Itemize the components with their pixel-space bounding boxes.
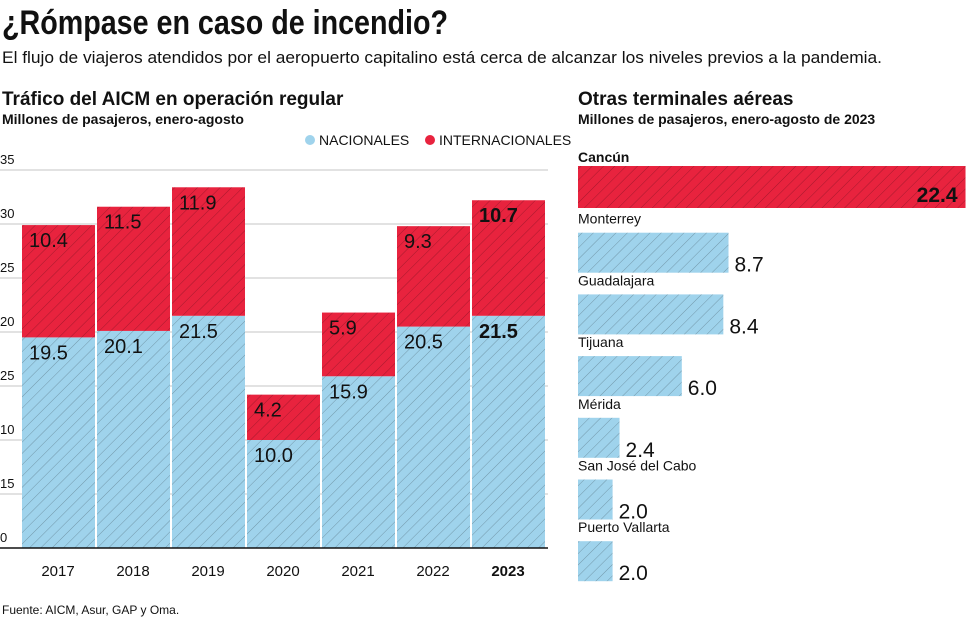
chart-title: Tráfico del AICM en operación regular [2,89,344,110]
y-tick-label: 25 [0,260,14,275]
legend-label: INTERNACIONALES [439,132,571,148]
y-tick-label: 30 [0,206,14,221]
bar-segment [472,200,545,316]
value-label: 5.9 [329,318,357,340]
x-tick-label: 2022 [416,563,449,580]
value-label: 10.7 [479,205,518,227]
bar [578,417,620,458]
chart-subtitle: Millones de pasajeros, enero-agosto [2,111,244,127]
legend-label: NACIONALES [319,132,409,148]
category-label: Mérida [578,396,621,412]
x-tick-label: 2018 [116,563,149,580]
chart-title: Otras terminales aéreas [578,89,793,110]
bar [578,479,613,520]
bar-segment [322,376,395,548]
bar-segment [247,394,320,440]
category-label: Monterrey [578,211,641,227]
bar-segment [22,337,95,548]
bar-segment [172,315,245,548]
title: ¿Rómpase en caso de incendio? [2,4,448,42]
x-tick-label: 2020 [266,563,299,580]
value-label: 10.4 [29,230,68,252]
legend-swatch [425,135,435,145]
y-tick-label: 10 [0,422,14,437]
value-label: 2.0 [619,501,648,524]
category-label: Tijuana [578,334,624,350]
x-tick-label: 2017 [41,563,74,580]
value-label: 19.5 [29,342,68,364]
category-label: San José del Cabo [578,458,697,474]
value-label: 2.0 [619,562,648,585]
bar-segment [22,225,95,338]
bar-segment [397,226,470,327]
x-tick-label: 2021 [341,563,374,580]
value-label: 4.2 [254,400,282,422]
value-label: 8.7 [735,254,764,277]
x-tick-label: 2019 [191,563,224,580]
y-tick-label: 25 [0,368,14,383]
value-label: 15.9 [329,381,368,403]
bar [578,294,724,335]
category-label: Guadalajara [578,272,654,288]
value-label: 6.0 [688,377,717,400]
value-label: 11.5 [104,212,141,234]
bar [578,356,682,397]
source: Fuente: AICM, Asur, GAP y Oma. [2,603,179,617]
value-label: 8.4 [729,315,759,338]
bar-segment [472,315,545,548]
chart-subtitle: Millones de pasajeros, enero-agosto de 2… [578,111,875,127]
value-label: 20.1 [104,336,143,358]
bar-segment [172,187,245,316]
value-label: 21.5 [179,321,218,343]
bar [578,541,613,582]
bar-segment [397,326,470,548]
y-tick-label: 0 [0,530,7,545]
category-label: Cancún [578,149,629,165]
y-tick-label: 15 [0,476,14,491]
value-label: 22.4 [917,184,958,207]
value-label: 11.9 [179,192,216,214]
x-tick-label: 2023 [491,563,524,580]
bar-segment [97,330,170,548]
bar [578,166,966,208]
value-label: 2.4 [626,439,656,462]
value-label: 9.3 [404,231,432,253]
bar-segment [322,312,395,377]
legend-swatch [305,135,315,145]
y-tick-label: 20 [0,314,14,329]
subtitle: El flujo de viajeros atendidos por el ae… [2,48,882,67]
value-label: 10.0 [254,445,293,467]
value-label: 21.5 [479,321,518,343]
bar-segment [247,440,320,548]
category-label: Puerto Vallarta [578,519,670,535]
value-label: 20.5 [404,332,443,354]
bar [578,232,729,273]
y-tick-label: 35 [0,152,14,167]
bar-segment [97,206,170,331]
